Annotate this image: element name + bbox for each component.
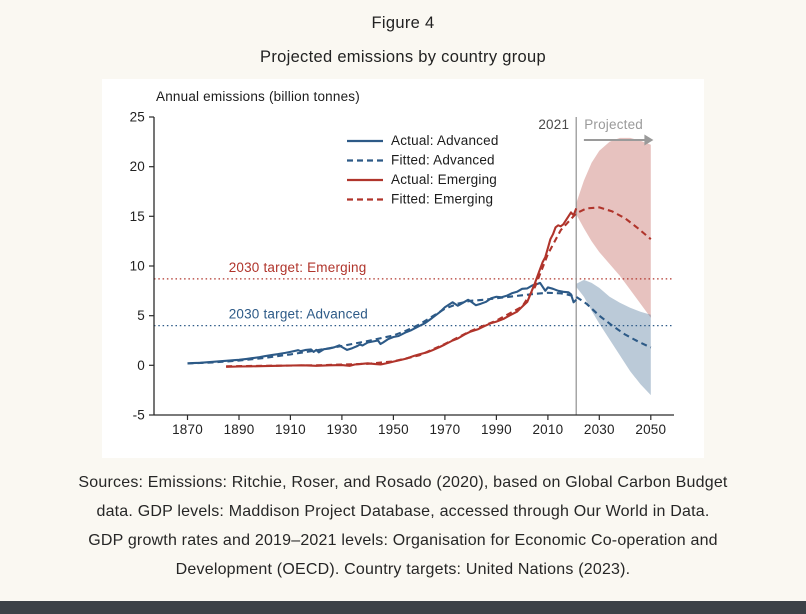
series-actual-emerging — [226, 208, 578, 368]
figure-subtitle: Projected emissions by country group — [260, 48, 546, 66]
legend-label: Actual: Emerging — [391, 172, 497, 187]
source-line: data. GDP levels: Maddison Project Datab… — [96, 503, 710, 520]
source-line: Development (OECD). Country targets: Uni… — [175, 561, 631, 578]
x-tick-label: 2010 — [532, 422, 563, 437]
y-tick-label: 10 — [130, 259, 145, 274]
series-fitted-advanced — [187, 291, 652, 365]
series-actual-advanced — [187, 281, 577, 365]
window-bottom-edge — [0, 601, 806, 614]
x-tick-label: 1950 — [378, 422, 409, 437]
source-note: Sources: Emissions: Ritchie, Roser, and … — [0, 468, 806, 584]
vline-2021-label: 2021 — [538, 117, 569, 132]
x-tick-label: 1870 — [172, 422, 203, 437]
x-tick-label: 1930 — [326, 422, 357, 437]
y-tick-label: -5 — [133, 408, 145, 423]
emissions-chart-svg: 2030 target: Emerging 2030 target: Advanc… — [130, 89, 674, 437]
legend-label: Fitted: Emerging — [391, 192, 493, 207]
figure-page: Figure 4 Projected emissions by country … — [0, 14, 806, 614]
y-tick-label: 5 — [137, 308, 145, 323]
figure-title: Figure 4 — [371, 14, 435, 32]
x-tick-label: 2030 — [584, 422, 615, 437]
x-tick-label: 2050 — [635, 422, 666, 437]
x-tick-label: 1990 — [481, 422, 512, 437]
target-advanced-label: 2030 target: Advanced — [229, 307, 368, 322]
y-tick-label: 0 — [137, 358, 145, 373]
target-emerging-label: 2030 target: Emerging — [229, 260, 367, 275]
source-line: GDP growth rates and 2019–2021 levels: O… — [88, 532, 718, 549]
projection-band-emerging — [576, 137, 651, 318]
x-tick-label: 1890 — [224, 422, 255, 437]
y-axis-title: Annual emissions (billion tonnes) — [156, 89, 360, 104]
x-tick-label: 1910 — [275, 422, 306, 437]
x-tick-label: 1970 — [429, 422, 460, 437]
y-tick-label: 20 — [130, 159, 145, 174]
projection-band-advanced — [576, 279, 651, 396]
legend-label: Actual: Advanced — [391, 133, 499, 148]
source-line: Sources: Emissions: Ritchie, Roser, and … — [78, 474, 728, 491]
series-fitted-emerging — [226, 206, 652, 368]
projected-arrow-head — [644, 134, 654, 146]
y-tick-label: 15 — [130, 209, 145, 224]
y-tick-label: 25 — [130, 110, 145, 125]
legend-label: Fitted: Advanced — [391, 153, 495, 168]
emissions-chart: 2030 target: Emerging 2030 target: Advanc… — [102, 79, 704, 458]
projected-label: Projected — [584, 117, 643, 132]
